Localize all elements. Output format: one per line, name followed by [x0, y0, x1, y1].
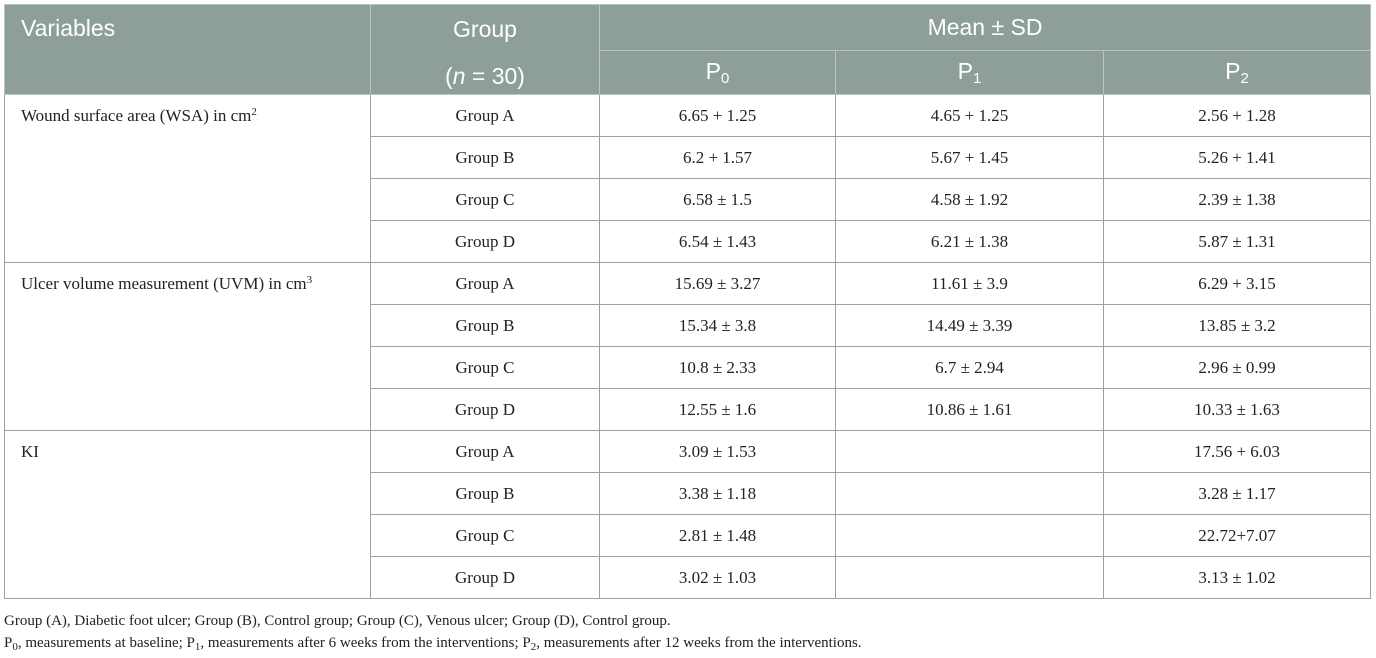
header-group-label: Group — [453, 16, 517, 42]
variable-unit-exponent: 3 — [306, 274, 313, 286]
p2-cell: 2.39 ± 1.38 — [1102, 178, 1372, 221]
variable-label: Wound surface area (WSA) in cm — [21, 106, 252, 125]
footnote-groups: Group (A), Diabetic foot ulcer; Group (B… — [4, 613, 671, 629]
header-p2: P2 — [1102, 50, 1372, 95]
p2-cell: 17.56 + 6.03 — [1102, 430, 1372, 473]
variable-cell: Wound surface area (WSA) in cm2 — [4, 94, 371, 263]
table-row: Wound surface area (WSA) in cm2 Group A 6.… — [4, 94, 1372, 263]
header-group-n: (n = 30) — [445, 63, 525, 89]
table-footnotes: Group (A), Diabetic foot ulcer; Group (B… — [4, 610, 862, 658]
p1-cell: 14.49 ± 3.39 — [835, 304, 1104, 347]
variable-cell: KI — [4, 430, 371, 599]
table-row: Group B 15.34 ± 3.8 14.49 ± 3.39 13.85 ± 3.… — [5, 304, 1372, 347]
group-cell: Group A — [370, 94, 600, 137]
p0-cell: 6.54 ± 1.43 — [599, 220, 836, 263]
group-cell: Group C — [370, 346, 600, 389]
group-cell: Group C — [370, 178, 600, 221]
group-cell: Group C — [370, 514, 600, 557]
header-group: Group (n = 30) — [370, 4, 600, 95]
variable-unit-exponent: 2 — [251, 106, 257, 118]
table-header: Variables Group (n = 30) Mean ± SD P0 P1… — [4, 4, 1372, 95]
p0-cell: 6.58 ± 1.5 — [599, 178, 836, 221]
results-table: Variables Group (n = 30) Mean ± SD P0 P1… — [4, 4, 1372, 599]
p1-cell: 10.86 ± 1.61 — [835, 388, 1104, 431]
p2-cell: 22.72+7.07 — [1102, 514, 1372, 557]
p0-cell: 12.55 ± 1.6 — [599, 388, 836, 431]
p0-cell: 6.65 + 1.25 — [599, 94, 836, 137]
p1-cell — [835, 430, 1104, 473]
p1-cell: 6.7 ± 2.94 — [835, 346, 1104, 389]
group-cell: Group A — [370, 430, 600, 473]
p1-cell: 5.67 + 1.45 — [835, 136, 1104, 179]
p0-cell: 3.09 ± 1.53 — [599, 430, 836, 473]
p1-cell: 6.21 ± 1.38 — [835, 220, 1104, 263]
header-p1: P1 — [835, 50, 1104, 95]
table-row: Group C 10.8 ± 2.33 6.7 ± 2.94 2.96 ± 0.99 — [5, 346, 1372, 389]
p2-cell: 5.26 + 1.41 — [1102, 136, 1372, 179]
p1-cell: 4.65 + 1.25 — [835, 94, 1104, 137]
table-row: Group D 3.02 ± 1.03 3.13 ± 1.02 — [5, 556, 1372, 599]
group-cell: Group D — [370, 220, 600, 263]
p1-cell — [835, 514, 1104, 557]
p0-cell: 3.02 ± 1.03 — [599, 556, 836, 599]
group-cell: Group D — [370, 556, 600, 599]
table-row: Group B 6.2 + 1.57 5.67 + 1.45 5.26 + 1.41 — [5, 136, 1372, 179]
p2-cell: 13.85 ± 3.2 — [1102, 304, 1372, 347]
p2-cell: 5.87 ± 1.31 — [1102, 220, 1372, 263]
p0-cell: 15.69 ± 3.27 — [599, 262, 836, 305]
table-body: Wound surface area (WSA) in cm2 Group A 6.… — [4, 94, 1372, 599]
group-cell: Group B — [370, 304, 600, 347]
variable-cell: Ulcer volume measurement (UVM) in cm3 — [4, 262, 371, 431]
header-p0: P0 — [599, 50, 836, 95]
header-variables: Variables — [4, 4, 371, 95]
p1-cell: 11.61 ± 3.9 — [835, 262, 1104, 305]
table-row: Group C 6.58 ± 1.5 4.58 ± 1.92 2.39 ± 1.38 — [5, 178, 1372, 221]
p2-cell: 3.13 ± 1.02 — [1102, 556, 1372, 599]
table-row: KI Group A 3.09 ± 1.53 17.56 + 6.03 — [4, 430, 1372, 599]
group-cell: Group D — [370, 388, 600, 431]
table-row: Ulcer volume measurement (UVM) in cm3 Gro… — [4, 262, 1372, 431]
p1-cell — [835, 472, 1104, 515]
p0-cell: 6.2 + 1.57 — [599, 136, 836, 179]
variable-label: Ulcer volume measurement (UVM) in cm — [21, 274, 307, 293]
footnote-timepoints: P0, measurements at baseline; P1, measur… — [4, 635, 862, 653]
p2-cell: 2.56 + 1.28 — [1102, 94, 1372, 137]
table-row: Group B 3.38 ± 1.18 3.28 ± 1.17 — [5, 472, 1372, 515]
p0-cell: 3.38 ± 1.18 — [599, 472, 836, 515]
p2-cell: 2.96 ± 0.99 — [1102, 346, 1372, 389]
header-mean-sd: Mean ± SD — [598, 4, 1372, 51]
p2-cell: 10.33 ± 1.63 — [1102, 388, 1372, 431]
table-row: Group D 6.54 ± 1.43 6.21 ± 1.38 5.87 ± 1.31 — [5, 220, 1372, 263]
variable-label: KI — [21, 442, 39, 461]
p1-cell: 4.58 ± 1.92 — [835, 178, 1104, 221]
p0-cell: 15.34 ± 3.8 — [599, 304, 836, 347]
p1-cell — [835, 556, 1104, 599]
table-row: Group D 12.55 ± 1.6 10.86 ± 1.61 10.33 ± 1.… — [5, 388, 1372, 431]
p2-cell: 6.29 + 3.15 — [1102, 262, 1372, 305]
group-cell: Group B — [370, 136, 600, 179]
group-cell: Group A — [370, 262, 600, 305]
table-row: Group C 2.81 ± 1.48 22.72+7.07 — [5, 514, 1372, 557]
p2-cell: 3.28 ± 1.17 — [1102, 472, 1372, 515]
p0-cell: 2.81 ± 1.48 — [599, 514, 836, 557]
p0-cell: 10.8 ± 2.33 — [599, 346, 836, 389]
group-cell: Group B — [370, 472, 600, 515]
